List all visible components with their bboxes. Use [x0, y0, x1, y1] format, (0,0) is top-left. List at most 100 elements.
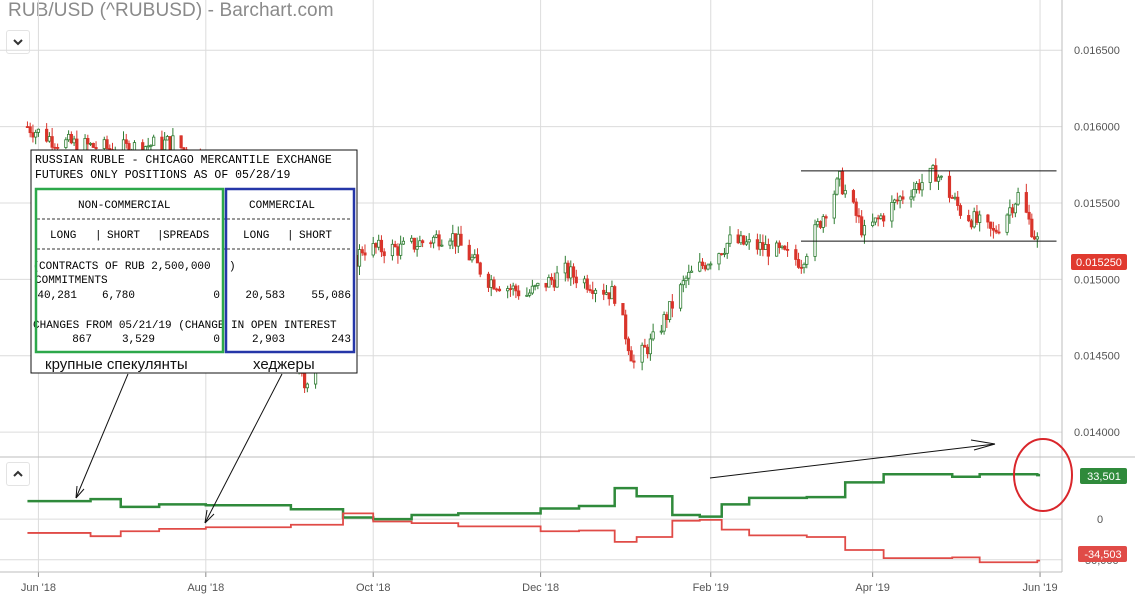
candle-body [566, 262, 570, 279]
candle-body [448, 240, 452, 246]
x-tick-label: Apr '19 [855, 582, 890, 594]
changes-text: CHANGES FROM 05/21/19 (CHANGE IN OPEN IN… [33, 320, 337, 332]
candle-body [574, 276, 578, 284]
candle-body [648, 338, 652, 355]
candle-body [632, 360, 636, 363]
candle-body [854, 201, 858, 216]
candle-body [939, 175, 943, 178]
candle-body [796, 259, 801, 268]
report-header-1: RUSSIAN RUBLE - CHICAGO MERCANTILE EXCHA… [35, 154, 332, 167]
highlight-circle [1013, 438, 1073, 512]
candle-body [393, 243, 397, 248]
pipe-2: | [157, 230, 164, 242]
candle-body [585, 278, 589, 290]
candle-body [124, 139, 128, 144]
candle-body [860, 216, 864, 236]
price-tag [1071, 254, 1127, 270]
ch-nc-short-value: 3,529 [122, 334, 155, 346]
candle-body [604, 292, 609, 295]
candle-body [678, 284, 683, 309]
candle-body [105, 139, 109, 149]
candle-body [467, 244, 471, 261]
candle-body [956, 196, 960, 206]
candle-body [997, 231, 1001, 234]
arrowhead-speculators [75, 485, 85, 499]
candle-body [1013, 203, 1017, 214]
candle-body [936, 176, 941, 182]
candle-body [549, 276, 554, 281]
candle-body [720, 253, 724, 256]
noncommercial-box [34, 187, 225, 354]
collapse-indicator-button[interactable] [6, 462, 30, 486]
cot-indicator [27, 473, 1041, 564]
candle-body [934, 165, 938, 182]
cot-tick-label: 0 [1097, 514, 1103, 526]
candle-body [492, 279, 496, 290]
paren-close: ) [229, 261, 236, 273]
candle-body [736, 234, 740, 244]
candle-body [709, 263, 713, 266]
candle-body [434, 234, 438, 238]
candle-body [950, 197, 954, 199]
candle-body [857, 215, 861, 218]
nc-spreads-header: SPREADS [163, 230, 210, 242]
candle-body [840, 170, 845, 195]
candle-body [700, 261, 705, 266]
candle-body [626, 338, 631, 352]
candle-body [88, 143, 93, 145]
cot-green-line [27, 473, 1041, 521]
candle-body [920, 182, 924, 191]
candle-body [758, 242, 762, 250]
candle-body [777, 242, 781, 249]
candle-body [953, 196, 957, 199]
candle-body [421, 240, 425, 244]
candle-body [360, 249, 364, 254]
candle-body [917, 183, 921, 191]
value-tags: 0.015250 33,501 -34,503 [1071, 254, 1127, 562]
price-tick-label: 0.014500 [1074, 351, 1120, 363]
candle-body [602, 289, 606, 295]
candle-body [624, 314, 628, 340]
candle-body [665, 314, 669, 320]
candle-body [643, 344, 647, 348]
arrow-speculators [75, 373, 129, 499]
green-tag [1080, 468, 1127, 484]
candle-body [775, 242, 779, 257]
commercial-label: COMMERCIAL [249, 200, 315, 212]
candle-body [390, 243, 395, 257]
candle-body [783, 245, 787, 250]
candle-body [824, 216, 828, 219]
candle-body [508, 288, 513, 290]
candle-body [681, 280, 685, 286]
candle-body [821, 216, 825, 228]
candle-body [486, 273, 491, 288]
candle-body [862, 225, 867, 236]
candle-body [818, 221, 823, 228]
hedgers-label: хеджеры [253, 356, 315, 373]
ch-c-long-value: 2,903 [252, 334, 285, 346]
candle-body [802, 263, 806, 269]
candle-body [410, 237, 414, 242]
x-tick-label: Jun '18 [21, 582, 56, 594]
candle-body [882, 215, 886, 222]
candle-body [569, 266, 573, 279]
candle-body [528, 292, 532, 296]
candle-body [152, 136, 156, 146]
candle-body [851, 190, 856, 203]
candle-body [478, 262, 482, 275]
candle-body [898, 196, 902, 202]
chevron-down-icon [13, 39, 23, 46]
candle-body [36, 128, 41, 133]
candle-body [544, 282, 548, 288]
candle-body [794, 249, 798, 260]
arrow-hedgers [204, 373, 283, 524]
candle-body [511, 285, 515, 290]
candle-body [780, 245, 784, 249]
candle-body [610, 286, 614, 300]
annotations [75, 373, 1073, 524]
candle-body [28, 126, 32, 134]
candle-body [533, 285, 537, 287]
candle-body [816, 221, 820, 226]
candle-body [687, 271, 691, 279]
